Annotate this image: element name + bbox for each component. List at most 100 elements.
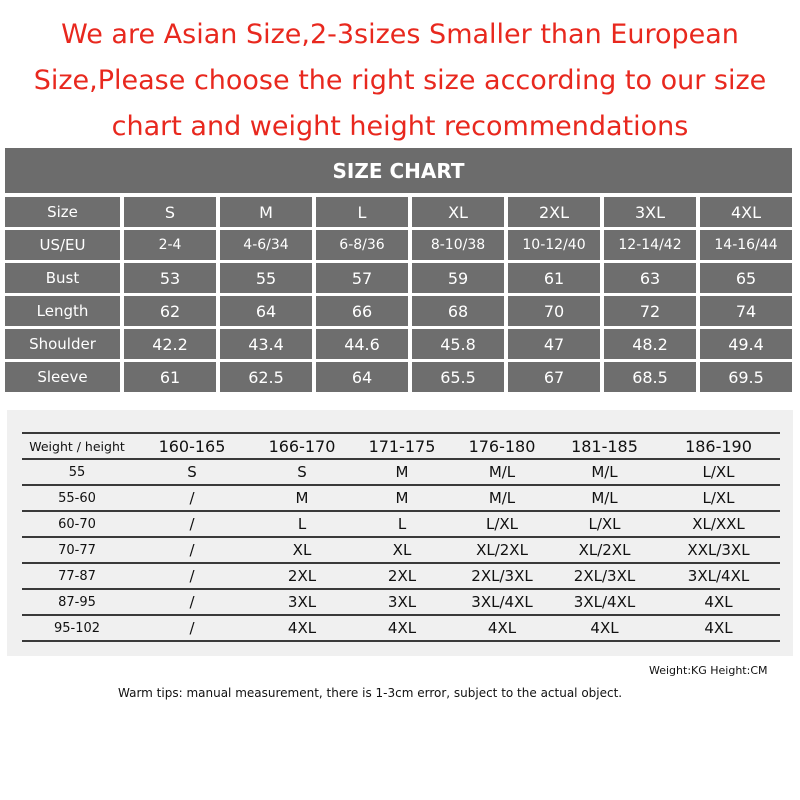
recommended-size-cell: 4XL: [657, 615, 780, 642]
size-chart-cell: 6-8/36: [316, 230, 408, 260]
recommended-size-cell: 2XL: [352, 563, 452, 590]
size-chart-row-label: Size: [5, 197, 120, 227]
weight-height-row: 95-102/4XL 4XL 4XL 4XL 4XL: [22, 615, 780, 642]
size-chart-cell: 74: [700, 296, 792, 326]
size-chart-row-label: Shoulder: [5, 329, 120, 359]
size-chart-cell: 49.4: [700, 329, 792, 359]
recommended-size-cell: L/XL: [657, 485, 780, 512]
recommended-size-cell: M: [252, 485, 352, 512]
weight-cell: 55: [22, 459, 132, 486]
recommended-size-cell: /: [132, 511, 252, 538]
recommended-size-cell: M/L: [552, 485, 657, 512]
recommended-size-cell: /: [132, 589, 252, 616]
size-chart-cell: 55: [220, 263, 312, 293]
size-chart-cell: 65: [700, 263, 792, 293]
size-chart-cell: 70: [508, 296, 600, 326]
weight-height-row: 55-60/M M M/L M/L L/XL: [22, 485, 780, 512]
recommended-size-cell: 2XL/3XL: [452, 563, 552, 590]
size-chart-cell: 47: [508, 329, 600, 359]
size-chart-cell: 67: [508, 362, 600, 392]
size-warning-banner: We are Asian Size,2-3sizes Smaller than …: [0, 12, 800, 150]
size-chart-header-cell: S: [124, 197, 216, 227]
recommended-size-cell: M/L: [552, 459, 657, 486]
weight-height-header-cell: 186-190: [657, 432, 780, 460]
size-chart-cell: 43.4: [220, 329, 312, 359]
recommended-size-cell: M/L: [452, 485, 552, 512]
banner-line-2: Size,Please choose the right size accord…: [33, 65, 767, 96]
weight-height-header-cell: 181-185: [552, 432, 657, 460]
recommended-size-cell: M: [352, 459, 452, 486]
size-chart-header-cell: L: [316, 197, 408, 227]
recommended-size-cell: 2XL/3XL: [552, 563, 657, 590]
size-chart-cell: 64: [220, 296, 312, 326]
recommended-size-cell: S: [252, 459, 352, 486]
size-chart-row-label: Sleeve: [5, 362, 120, 392]
weight-height-table: Weight / height 160-165 166-170 171-175 176-…: [22, 432, 780, 642]
size-chart-cell: 59: [412, 263, 504, 293]
recommended-size-cell: XL: [252, 537, 352, 564]
recommended-size-cell: 2XL: [252, 563, 352, 590]
recommended-size-cell: L: [252, 511, 352, 538]
recommended-size-cell: 4XL: [252, 615, 352, 642]
banner-line-1: We are Asian Size,2-3sizes Smaller than …: [61, 19, 739, 50]
recommended-size-cell: M/L: [452, 459, 552, 486]
size-chart-row-label: US/EU: [5, 230, 120, 260]
size-chart-cell: 14-16/44: [700, 230, 792, 260]
banner-line-3: chart and weight height recommendations: [111, 111, 689, 142]
size-chart-cell: 4-6/34: [220, 230, 312, 260]
weight-height-row: 70-77/XL XL XL/2XL XL/2XL XXL/3XL: [22, 537, 780, 564]
recommended-size-cell: S: [132, 459, 252, 486]
recommended-size-cell: /: [132, 537, 252, 564]
recommended-size-cell: 3XL: [352, 589, 452, 616]
recommended-size-cell: XL/XXL: [657, 511, 780, 538]
size-chart-header-cell: 4XL: [700, 197, 792, 227]
size-chart-cell: 12-14/42: [604, 230, 696, 260]
recommended-size-cell: XL/2XL: [552, 537, 657, 564]
weight-height-row: 55 S S M M/L M/L L/XL: [22, 459, 780, 486]
recommended-size-cell: 3XL/4XL: [452, 589, 552, 616]
recommended-size-cell: 3XL/4XL: [552, 589, 657, 616]
weight-cell: 87-95: [22, 589, 132, 616]
recommended-size-cell: XXL/3XL: [657, 537, 780, 564]
size-chart-cell: 61: [124, 362, 216, 392]
size-chart-cell: 57: [316, 263, 408, 293]
size-chart-cell: 2-4: [124, 230, 216, 260]
size-chart-cell: 62: [124, 296, 216, 326]
size-chart-cell: 42.2: [124, 329, 216, 359]
size-chart-cell: 44.6: [316, 329, 408, 359]
recommended-size-cell: /: [132, 485, 252, 512]
size-chart-header-cell: 3XL: [604, 197, 696, 227]
weight-height-header-row: Weight / height 160-165 166-170 171-175 176-…: [22, 432, 780, 460]
units-note: Weight:KG Height:CM: [649, 664, 768, 677]
size-chart-header-cell: 2XL: [508, 197, 600, 227]
recommended-size-cell: M: [352, 485, 452, 512]
weight-cell: 95-102: [22, 615, 132, 642]
recommended-size-cell: 4XL: [657, 589, 780, 616]
weight-height-header-cell: Weight / height: [22, 432, 132, 460]
size-chart-cell: 48.2: [604, 329, 696, 359]
weight-cell: 55-60: [22, 485, 132, 512]
size-chart-row-label: Bust: [5, 263, 120, 293]
size-chart-row-label: Length: [5, 296, 120, 326]
size-chart-cell: 10-12/40: [508, 230, 600, 260]
weight-height-row: 77-87/2XL 2XL 2XL/3XL 2XL/3XL 3XL/4XL: [22, 563, 780, 590]
recommended-size-cell: L/XL: [552, 511, 657, 538]
warm-tips: Warm tips: manual measurement, there is …: [118, 686, 623, 700]
recommended-size-cell: XL: [352, 537, 452, 564]
size-chart-cell: 66: [316, 296, 408, 326]
size-chart-cell: 61: [508, 263, 600, 293]
recommended-size-cell: L/XL: [452, 511, 552, 538]
weight-height-header-cell: 166-170: [252, 432, 352, 460]
size-chart-header-cell: M: [220, 197, 312, 227]
weight-height-row: 87-95/3XL 3XL 3XL/4XL 3XL/4XL 4XL: [22, 589, 780, 616]
size-chart-title: SIZE CHART: [5, 148, 792, 193]
recommended-size-cell: /: [132, 615, 252, 642]
weight-height-panel: Weight / height 160-165 166-170 171-175 176-…: [7, 410, 793, 656]
recommended-size-cell: XL/2XL: [452, 537, 552, 564]
weight-cell: 60-70: [22, 511, 132, 538]
recommended-size-cell: 4XL: [452, 615, 552, 642]
size-chart-grid: Size S M L XL 2XL 3XL 4XL US/EU 2-4 4-6/34 6-8/36 8-…: [5, 197, 792, 392]
recommended-size-cell: 3XL: [252, 589, 352, 616]
size-chart-cell: 65.5: [412, 362, 504, 392]
size-chart-cell: 72: [604, 296, 696, 326]
